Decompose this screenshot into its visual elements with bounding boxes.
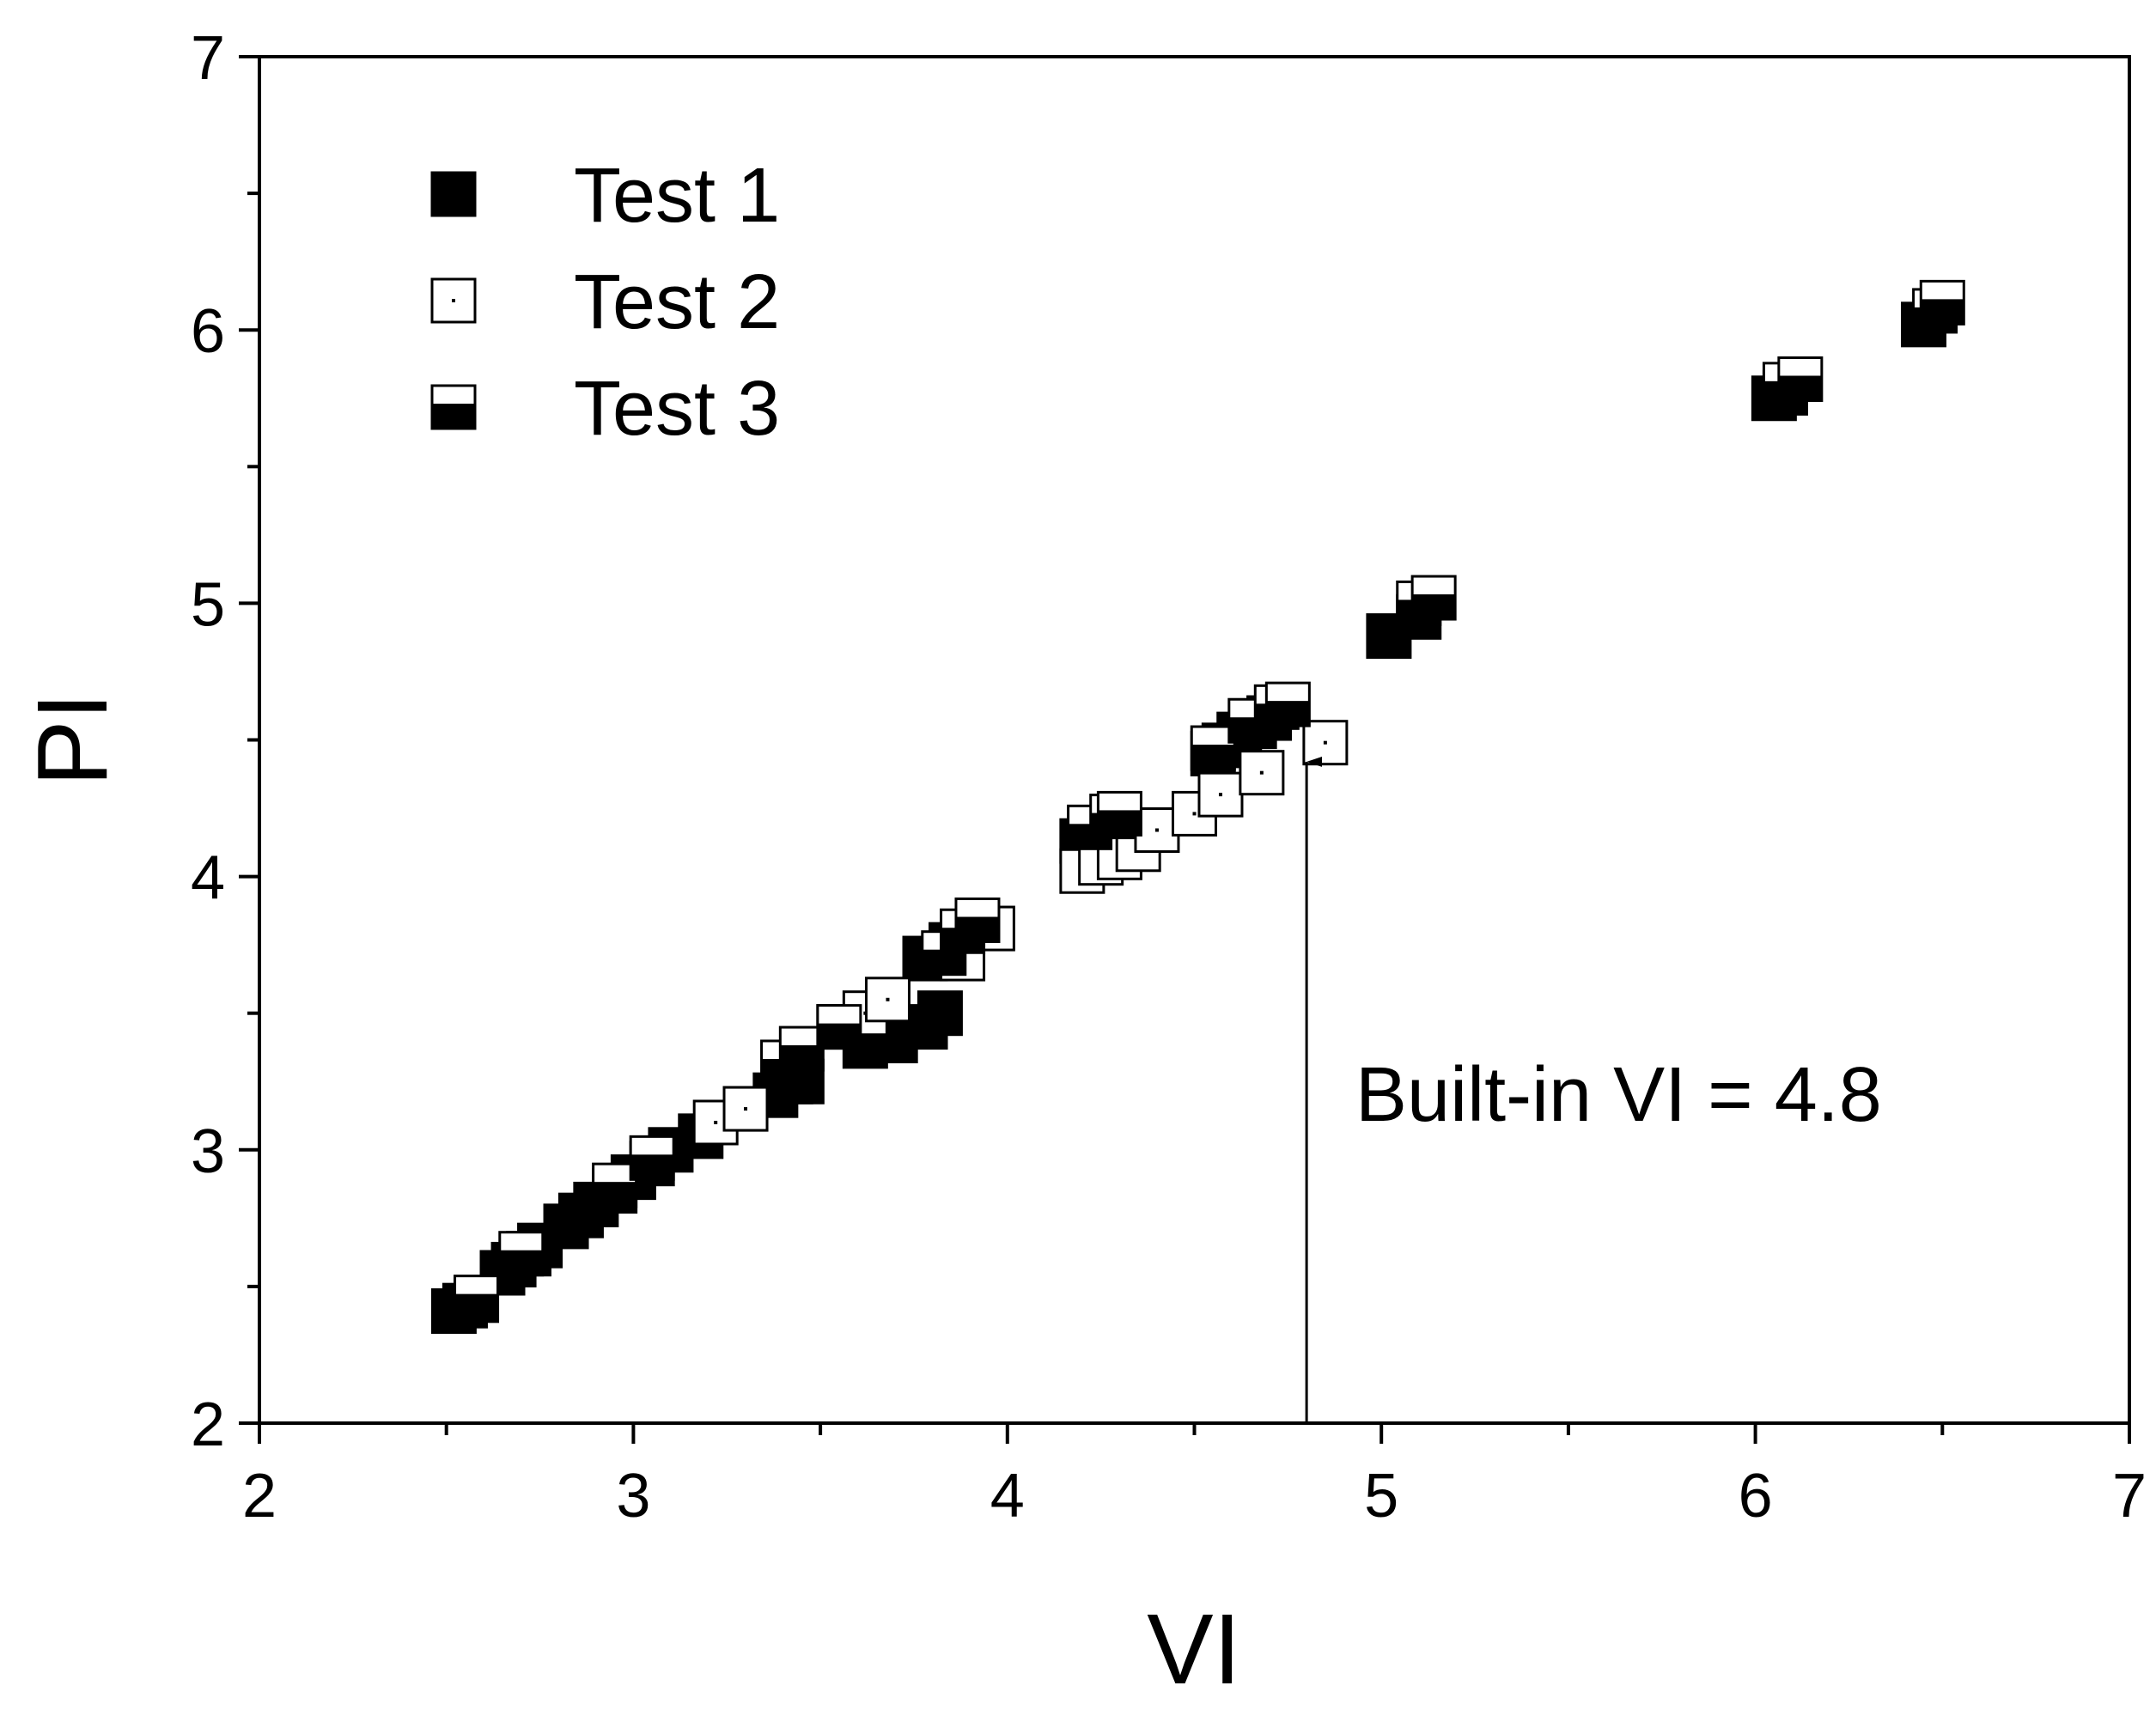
data-point	[1096, 790, 1142, 837]
y-tick-label: 4	[191, 844, 225, 913]
data-point	[1239, 750, 1285, 796]
x-tick-label: 4	[990, 1462, 1025, 1530]
y-tick-label: 3	[191, 1117, 225, 1186]
data-point	[1197, 771, 1244, 818]
x-tick-label: 5	[1364, 1462, 1398, 1530]
data-point	[864, 977, 911, 1023]
data-point	[1777, 356, 1824, 402]
data-point	[454, 1275, 500, 1321]
x-tick-label: 6	[1739, 1462, 1773, 1530]
y-tick-label: 5	[191, 570, 225, 639]
x-axis-title: VI	[1147, 1593, 1241, 1705]
legend-entry: Test 3	[430, 366, 780, 452]
x-axis: 2 3 4 5 6 7	[242, 1423, 2147, 1530]
x-tick-label: 3	[616, 1462, 650, 1530]
data-point	[722, 1086, 769, 1132]
plot-points	[430, 279, 1965, 1335]
data-point	[1302, 720, 1349, 766]
legend-marker	[430, 384, 477, 430]
data-point	[778, 1025, 825, 1072]
series-3	[454, 279, 1965, 1321]
data-point	[1919, 279, 1965, 326]
legend-marker	[430, 277, 477, 324]
legend-entry: Test 1	[430, 153, 780, 239]
x-tick-label: 7	[2112, 1462, 2147, 1530]
data-point	[498, 1231, 545, 1277]
legend: Test 1 Test 2 Test 3	[430, 153, 780, 452]
data-point	[1190, 725, 1236, 771]
legend-entry: Test 2	[430, 259, 780, 345]
data-point	[1264, 681, 1311, 727]
data-point	[954, 898, 1001, 944]
data-point	[1227, 697, 1274, 744]
data-point	[917, 990, 963, 1037]
legend-label: Test 1	[574, 153, 780, 239]
y-tick-label: 7	[191, 24, 225, 93]
data-point	[629, 1135, 675, 1181]
annotation: Built-in VI = 4.8	[1305, 756, 1882, 1423]
legend-marker	[430, 171, 477, 217]
data-point	[816, 1004, 862, 1050]
data-point	[592, 1162, 638, 1208]
annotation-text: Built-in VI = 4.8	[1355, 1052, 1882, 1138]
data-point	[1410, 575, 1457, 621]
legend-label: Test 3	[574, 366, 780, 452]
y-axis: 2 3 4 5 6 7	[191, 24, 259, 1459]
y-axis-title: PI	[16, 692, 128, 787]
y-tick-label: 6	[191, 297, 225, 366]
y-tick-label: 2	[191, 1391, 225, 1459]
data-point	[1134, 807, 1180, 854]
legend-label: Test 2	[574, 259, 780, 345]
x-tick-label: 2	[242, 1462, 277, 1530]
